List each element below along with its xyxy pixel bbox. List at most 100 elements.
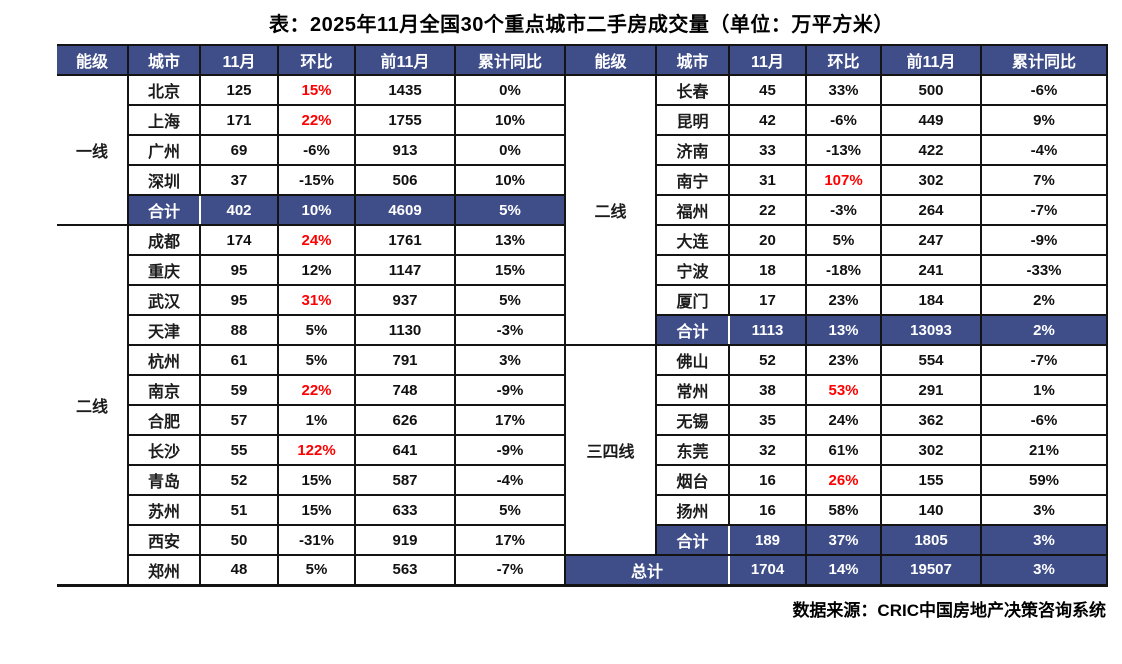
city-row: 南京 59 22% 748 -9% xyxy=(57,374,566,406)
prev11-value: 13093 xyxy=(880,314,982,346)
yoy-value: 15% xyxy=(454,254,566,286)
city-cell: 天津 xyxy=(127,314,201,346)
right-table-body: 二线 长春 45 33% 500 -6% 昆明 42 -6% 449 9% 济南 33 -13% 422 -4… xyxy=(566,74,1108,586)
subtotal-label: 合计 xyxy=(655,314,730,346)
prev11-value: 4609 xyxy=(354,194,456,226)
subtotal-row: 合计 1113 13% 13093 2% xyxy=(566,314,1108,346)
mom-value: 23% xyxy=(805,284,882,316)
city-cell: 南宁 xyxy=(655,164,730,196)
prev11-value: 140 xyxy=(880,494,982,526)
col-header-city: 城市 xyxy=(655,44,730,76)
yoy-value: -9% xyxy=(980,224,1108,256)
yoy-value: 5% xyxy=(454,284,566,316)
city-cell: 重庆 xyxy=(127,254,201,286)
prev11-value: 241 xyxy=(880,254,982,286)
nov-value: 20 xyxy=(728,224,807,256)
nov-value: 95 xyxy=(199,284,279,316)
nov-value: 48 xyxy=(199,554,279,586)
nov-value: 45 xyxy=(728,74,807,106)
prev11-value: 302 xyxy=(880,164,982,196)
nov-value: 95 xyxy=(199,254,279,286)
nov-value: 16 xyxy=(728,494,807,526)
col-header-mom: 环比 xyxy=(805,44,882,76)
city-row: 东莞 32 61% 302 21% xyxy=(566,434,1108,466)
mom-value: 61% xyxy=(805,434,882,466)
grand-total-label: 总计 xyxy=(566,554,730,586)
yoy-value: 5% xyxy=(454,194,566,226)
table-title: 表：2025年11月全国30个重点城市二手房成交量（单位：万平方米） xyxy=(269,14,894,36)
col-header-tier: 能级 xyxy=(566,44,657,76)
prev11-value: 1755 xyxy=(354,104,456,136)
mom-value: 107% xyxy=(805,164,882,196)
col-header-yoy: 累计同比 xyxy=(454,44,566,76)
right-table-header: 能级 城市 11月 环比 前11月 累计同比 xyxy=(566,44,1108,76)
city-cell: 青岛 xyxy=(127,464,201,496)
col-header-mom: 环比 xyxy=(277,44,356,76)
city-row: 济南 33 -13% 422 -4% xyxy=(566,134,1108,166)
mom-value: -31% xyxy=(277,524,356,556)
mom-value: 5% xyxy=(277,344,356,376)
prev11-value: 506 xyxy=(354,164,456,196)
prev11-value: 155 xyxy=(880,464,982,496)
prev11-value: 913 xyxy=(354,134,456,166)
nov-value: 42 xyxy=(728,104,807,136)
subtotal-row: 合计 402 10% 4609 5% xyxy=(57,194,566,226)
nov-value: 189 xyxy=(728,524,807,556)
yoy-value: 0% xyxy=(454,74,566,106)
yoy-value: -9% xyxy=(454,374,566,406)
mom-value: -13% xyxy=(805,134,882,166)
city-row: 苏州 51 15% 633 5% xyxy=(57,494,566,526)
mom-value: 24% xyxy=(277,224,356,256)
mom-value: 14% xyxy=(805,554,882,586)
yoy-value: -4% xyxy=(454,464,566,496)
mom-value: 33% xyxy=(805,74,882,106)
mom-value: 5% xyxy=(277,554,356,586)
left-table-header: 能级 城市 11月 环比 前11月 累计同比 xyxy=(57,44,566,76)
yoy-value: 0% xyxy=(454,134,566,166)
mom-value: 122% xyxy=(277,434,356,466)
yoy-value: 3% xyxy=(980,524,1108,556)
prev11-value: 919 xyxy=(354,524,456,556)
tier-cell: 一线 xyxy=(57,74,129,226)
nov-value: 61 xyxy=(199,344,279,376)
grand-total-row: 总计 1704 14% 19507 3% xyxy=(566,554,1108,586)
yoy-value: 3% xyxy=(980,554,1108,586)
city-cell: 宁波 xyxy=(655,254,730,286)
yoy-value: 2% xyxy=(980,314,1108,346)
city-row: 杭州 61 5% 791 3% xyxy=(57,344,566,376)
yoy-value: 3% xyxy=(980,494,1108,526)
mom-value: 15% xyxy=(277,494,356,526)
city-cell: 成都 xyxy=(127,224,201,256)
city-row: 广州 69 -6% 913 0% xyxy=(57,134,566,166)
city-cell: 扬州 xyxy=(655,494,730,526)
city-cell: 杭州 xyxy=(127,344,201,376)
mom-value: -6% xyxy=(277,134,356,166)
prev11-value: 500 xyxy=(880,74,982,106)
tier-cell: 二线 xyxy=(566,74,657,346)
nov-value: 50 xyxy=(199,524,279,556)
nov-value: 52 xyxy=(728,344,807,376)
nov-value: 69 xyxy=(199,134,279,166)
mom-value: 1% xyxy=(277,404,356,436)
city-row: 西安 50 -31% 919 17% xyxy=(57,524,566,556)
mom-value: -15% xyxy=(277,164,356,196)
prev11-value: 641 xyxy=(354,434,456,466)
city-cell: 苏州 xyxy=(127,494,201,526)
left-table: 能级 城市 11月 环比 前11月 累计同比 一线 北京 125 15% 1435 0% 上海 171 2… xyxy=(57,44,566,587)
nov-value: 59 xyxy=(199,374,279,406)
yoy-value: 10% xyxy=(454,104,566,136)
prev11-value: 587 xyxy=(354,464,456,496)
prev11-value: 422 xyxy=(880,134,982,166)
nov-value: 1704 xyxy=(728,554,807,586)
header-row: 能级 城市 11月 环比 前11月 累计同比 xyxy=(566,44,1108,76)
yoy-value: 13% xyxy=(454,224,566,256)
city-row: 福州 22 -3% 264 -7% xyxy=(566,194,1108,226)
prev11-value: 184 xyxy=(880,284,982,316)
mom-value: -3% xyxy=(805,194,882,226)
mom-value: 22% xyxy=(277,104,356,136)
nov-value: 22 xyxy=(728,194,807,226)
city-cell: 烟台 xyxy=(655,464,730,496)
prev11-value: 264 xyxy=(880,194,982,226)
city-cell: 广州 xyxy=(127,134,201,166)
yoy-value: -7% xyxy=(980,194,1108,226)
